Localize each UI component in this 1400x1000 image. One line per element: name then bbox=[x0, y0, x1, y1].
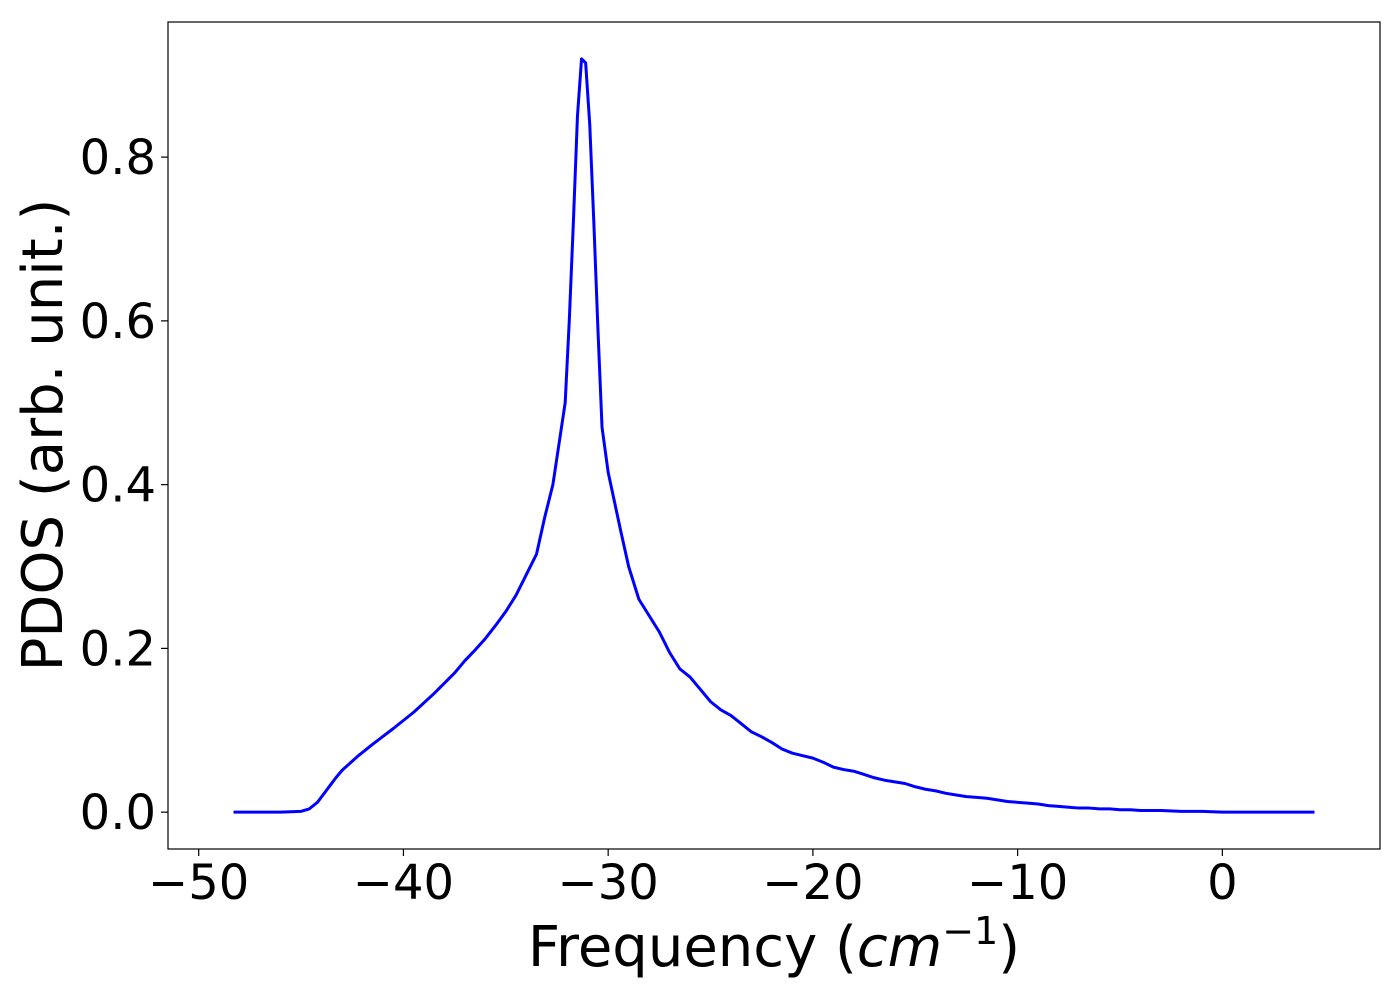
y-tick-label: 0.2 bbox=[80, 621, 156, 677]
y-tick-label: 0.6 bbox=[80, 294, 156, 350]
x-tick-label: −40 bbox=[353, 855, 454, 911]
x-tick-label: −30 bbox=[558, 855, 659, 911]
x-axis-label-suffix: ) bbox=[998, 915, 1020, 980]
x-axis-label-unit-exponent: −1 bbox=[942, 909, 998, 953]
x-axis-ticks: −50 −40 −30 −20 −10 0 bbox=[148, 849, 1238, 911]
y-tick-label: 0.0 bbox=[80, 785, 156, 841]
pdos-line bbox=[233, 57, 1315, 814]
x-tick-label: −10 bbox=[967, 855, 1068, 911]
y-axis-label: PDOS (arb. unit.) bbox=[11, 199, 76, 672]
x-axis-label-prefix: Frequency ( bbox=[528, 915, 857, 980]
x-axis-label-unit: cm bbox=[857, 915, 942, 980]
x-tick-label: −20 bbox=[762, 855, 863, 911]
y-tick-label: 0.8 bbox=[80, 130, 156, 186]
x-tick-label: −50 bbox=[148, 855, 249, 911]
y-axis-ticks: 0.0 0.2 0.4 0.6 0.8 bbox=[80, 130, 168, 841]
x-axis-label: Frequency (cm−1) bbox=[528, 909, 1020, 980]
y-tick-label: 0.4 bbox=[80, 458, 156, 514]
plot-frame bbox=[167, 21, 1381, 850]
x-tick-label: 0 bbox=[1207, 855, 1238, 911]
